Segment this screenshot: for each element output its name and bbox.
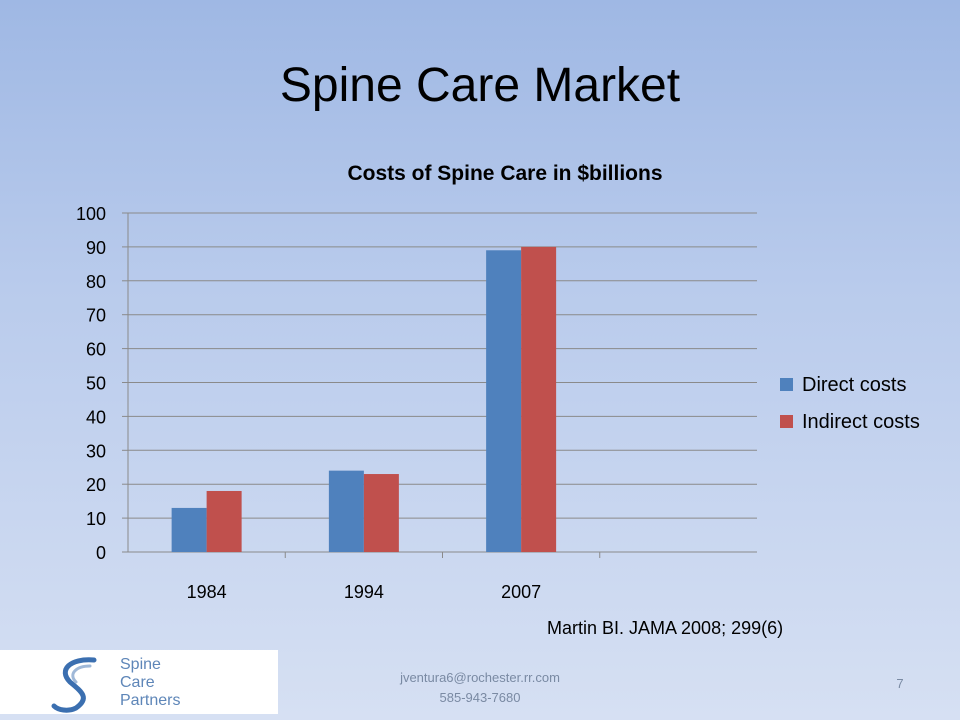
y-tick-label: 20 xyxy=(86,475,106,495)
bar-indirect-costs-1994 xyxy=(363,474,399,552)
y-tick-label: 50 xyxy=(86,374,106,394)
slide-title: Spine Care Market xyxy=(279,59,681,112)
x-tick-label: 1994 xyxy=(344,582,384,602)
legend-label: Direct costs xyxy=(802,374,906,396)
x-tick-label: 2007 xyxy=(501,582,541,602)
logo-swoosh-icon xyxy=(51,657,97,713)
footer-contact: jventura6@rochester.rr.com 585-943-7680 xyxy=(330,668,630,708)
logo-line-care: Care xyxy=(120,674,155,691)
y-tick-label: 80 xyxy=(86,272,106,292)
y-tick-label: 60 xyxy=(86,340,106,360)
bar-indirect-costs-1984 xyxy=(206,490,242,552)
bar-direct-costs-2007 xyxy=(486,250,522,553)
x-tick-label: 1984 xyxy=(187,582,227,602)
chart-title: Costs of Spine Care in $billions xyxy=(347,162,662,185)
legend-swatch xyxy=(780,378,793,391)
logo-line-spine: Spine xyxy=(120,656,161,673)
page-number: 7 xyxy=(896,676,904,691)
bar-direct-costs-1994 xyxy=(328,470,364,552)
citation: Martin BI. JAMA 2008; 299(6) xyxy=(547,618,784,638)
footer-phone: 585-943-7680 xyxy=(439,690,521,705)
footer-email: jventura6@rochester.rr.com xyxy=(400,670,560,685)
y-tick-label: 30 xyxy=(86,441,106,461)
company-logo: Spine Care Partners xyxy=(0,650,278,714)
y-tick-label: 10 xyxy=(86,509,106,529)
bar-indirect-costs-2007 xyxy=(521,246,557,552)
y-tick-label: 70 xyxy=(86,306,106,326)
legend-swatch xyxy=(780,415,793,428)
logo-text: Spine Care Partners xyxy=(120,656,180,710)
bar-direct-costs-1984 xyxy=(171,507,207,552)
y-tick-label: 100 xyxy=(76,204,106,224)
y-tick-label: 0 xyxy=(96,543,106,563)
y-tick-label: 40 xyxy=(86,407,106,427)
logo-line-partners: Partners xyxy=(120,692,181,709)
y-tick-label: 90 xyxy=(86,238,106,258)
legend-label: Indirect costs xyxy=(802,411,920,433)
